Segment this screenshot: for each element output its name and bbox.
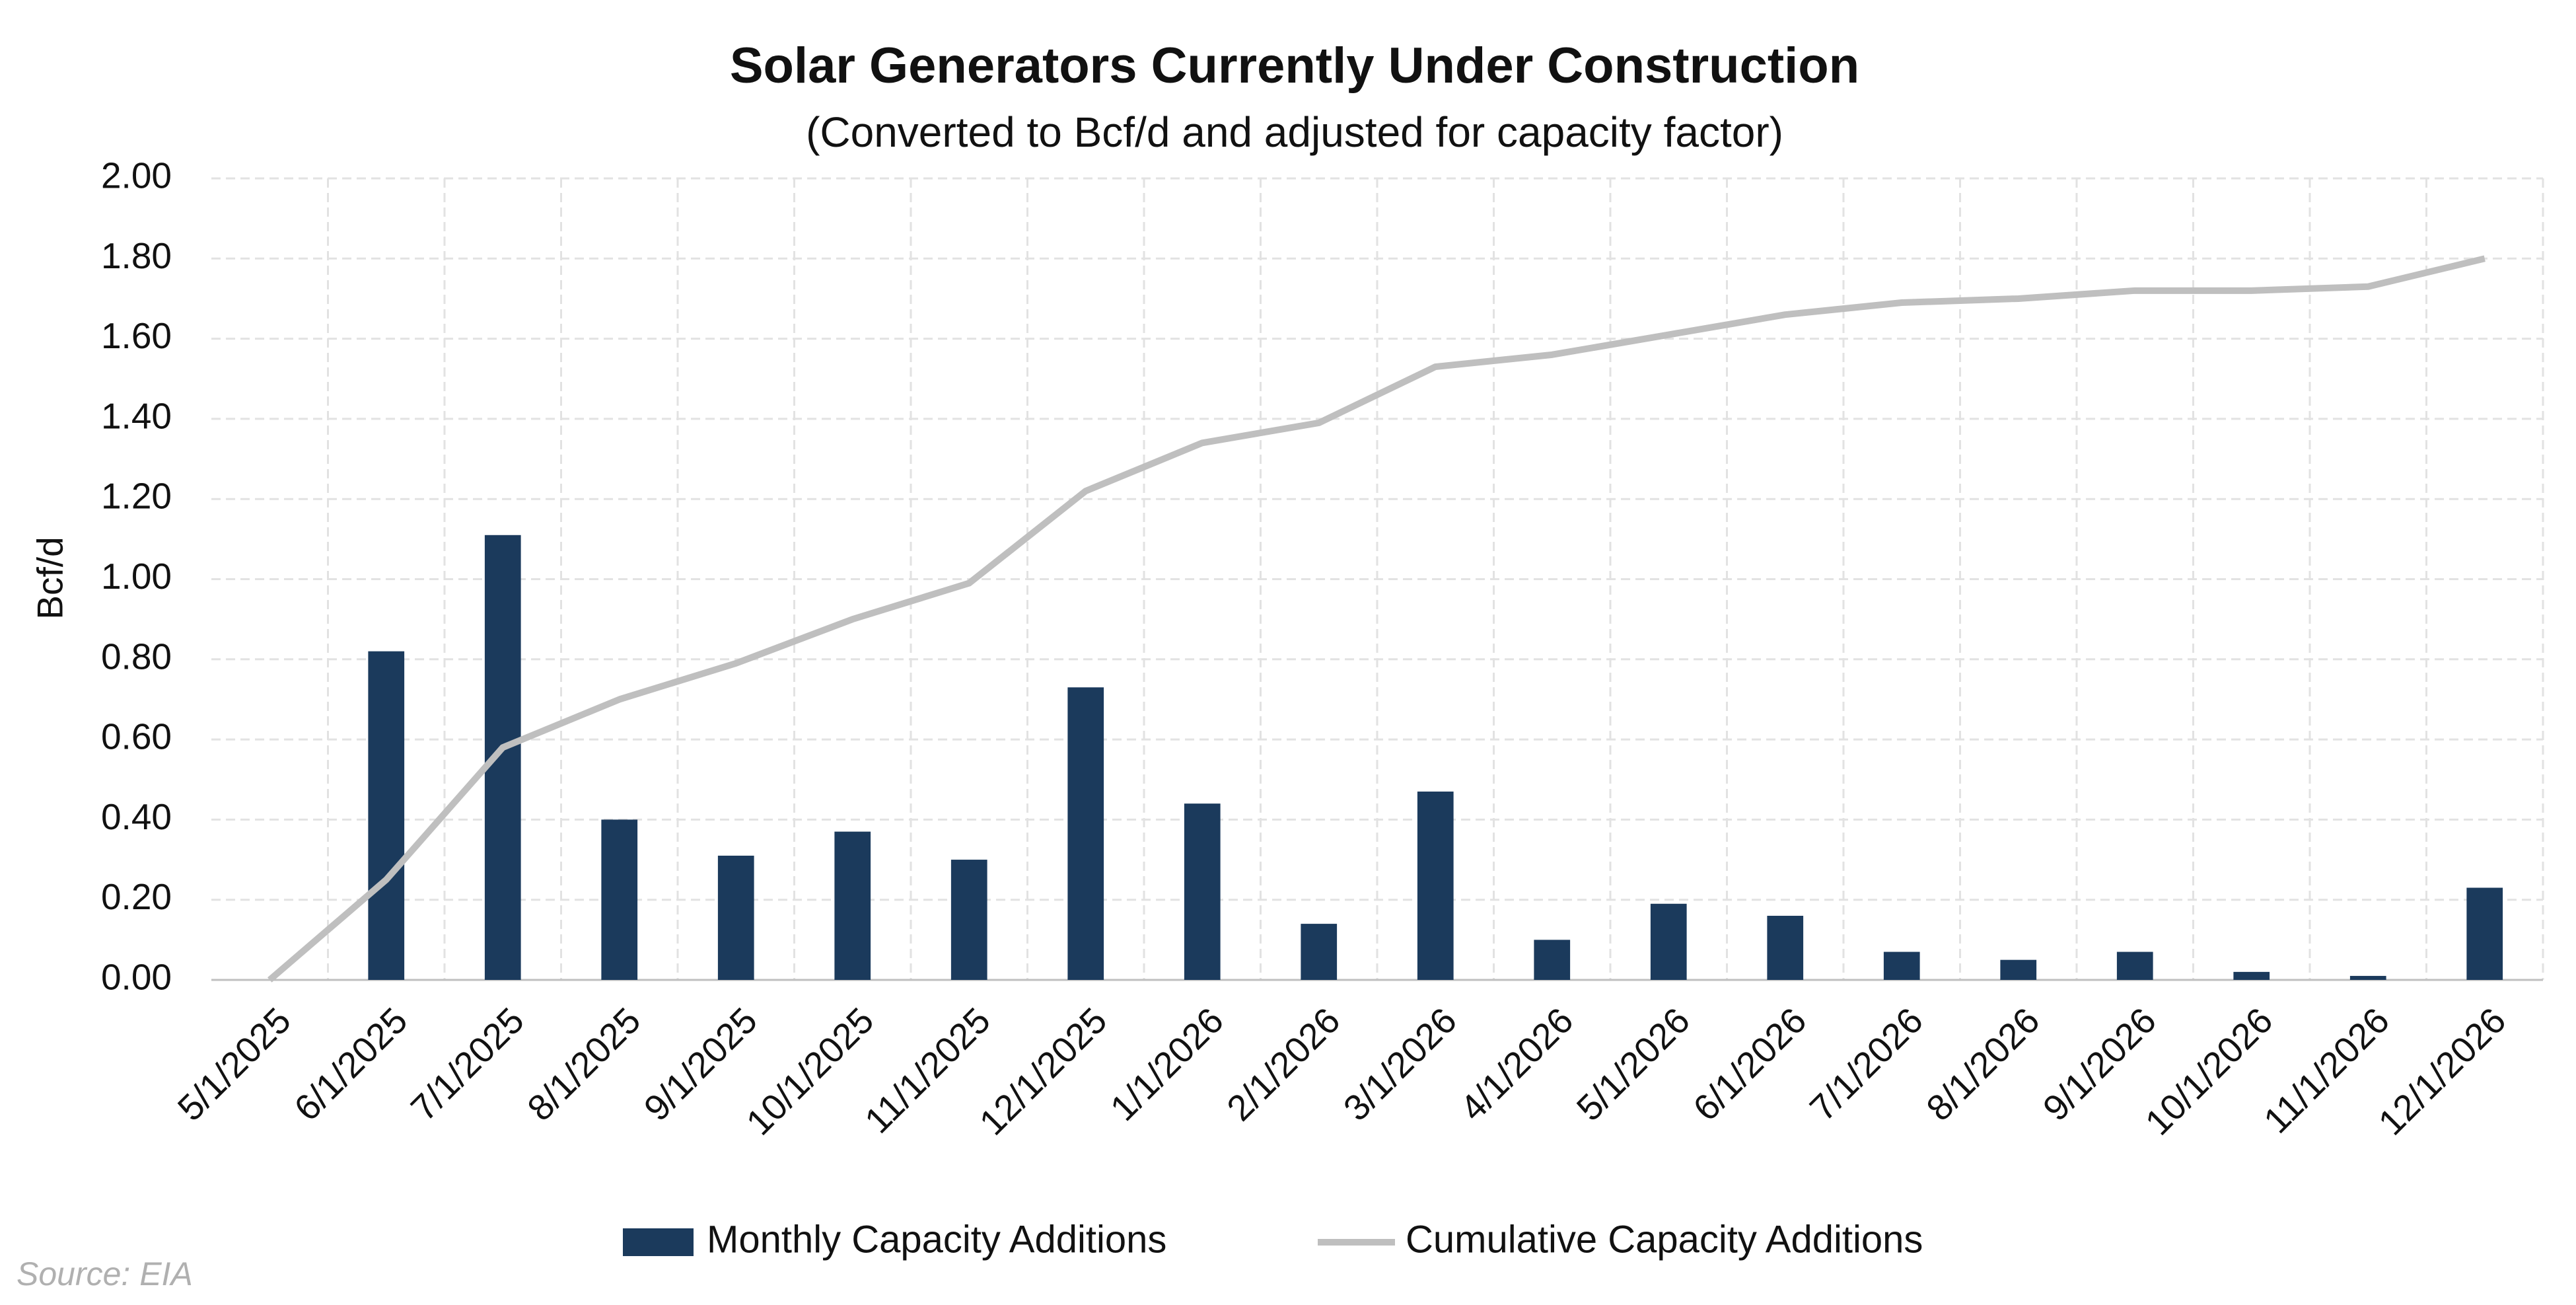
bar [1767,915,1804,980]
bar [1417,791,1454,980]
y-tick-label: 0.40 [101,796,172,837]
bar [2466,887,2503,980]
bar [950,860,987,980]
bar [2000,959,2037,980]
y-tick-label: 1.00 [101,556,172,597]
bar [1184,803,1221,980]
x-tick-label: 12/1/2025 [972,1000,1115,1143]
x-tick-label: 7/1/2025 [403,1000,532,1129]
bar [368,651,405,980]
bar [601,819,638,980]
legend-label: Monthly Capacity Additions [707,1218,1166,1261]
bar [1650,903,1687,980]
x-tick-label: 10/1/2025 [738,1000,882,1143]
bar [717,855,754,980]
x-tick-label: 3/1/2026 [1336,1000,1464,1129]
y-tick-label: 0.80 [101,636,172,677]
bar [1534,940,1571,980]
x-tick-label: 10/1/2026 [2137,1000,2281,1143]
x-tick-label: 5/1/2025 [170,1000,299,1129]
y-tick-label: 1.20 [101,476,172,517]
y-tick-label: 1.80 [101,235,172,276]
bar [1883,951,1920,980]
bar [834,831,871,980]
bar [1067,687,1104,980]
x-tick-label: 5/1/2026 [1569,1000,1698,1129]
line [267,255,2486,983]
legend-swatch [623,1228,694,1256]
x-tick-label: 12/1/2026 [2371,1000,2514,1143]
y-tick-label: 2.00 [101,155,172,196]
y-axis-label: Bcf/d [30,537,71,619]
y-tick-label: 0.60 [101,716,172,757]
x-tick-label: 6/1/2026 [1685,1000,1814,1129]
bar [2233,971,2270,980]
chart-subtitle: (Converted to Bcf/d and adjusted for cap… [806,108,1783,156]
source-note: Source: EIA [17,1255,193,1292]
bar [2116,951,2153,980]
bar [2349,975,2386,980]
y-tick-label: 0.00 [101,957,172,998]
bar [1301,924,1338,980]
x-tick-label: 4/1/2026 [1452,1000,1581,1129]
x-tick-label: 8/1/2025 [519,1000,648,1129]
x-tick-label: 6/1/2025 [286,1000,415,1129]
y-tick-label: 1.40 [101,395,172,436]
y-tick-label: 0.20 [101,876,172,917]
x-tick-label: 2/1/2026 [1219,1000,1347,1129]
x-tick-label: 1/1/2026 [1102,1000,1231,1129]
chart-title: Solar Generators Currently Under Constru… [730,38,1859,94]
x-tick-label: 7/1/2026 [1802,1000,1931,1129]
x-tick-label: 8/1/2026 [1918,1000,2047,1129]
legend-label: Cumulative Capacity Additions [1406,1218,1923,1261]
y-tick-label: 1.60 [101,315,172,356]
